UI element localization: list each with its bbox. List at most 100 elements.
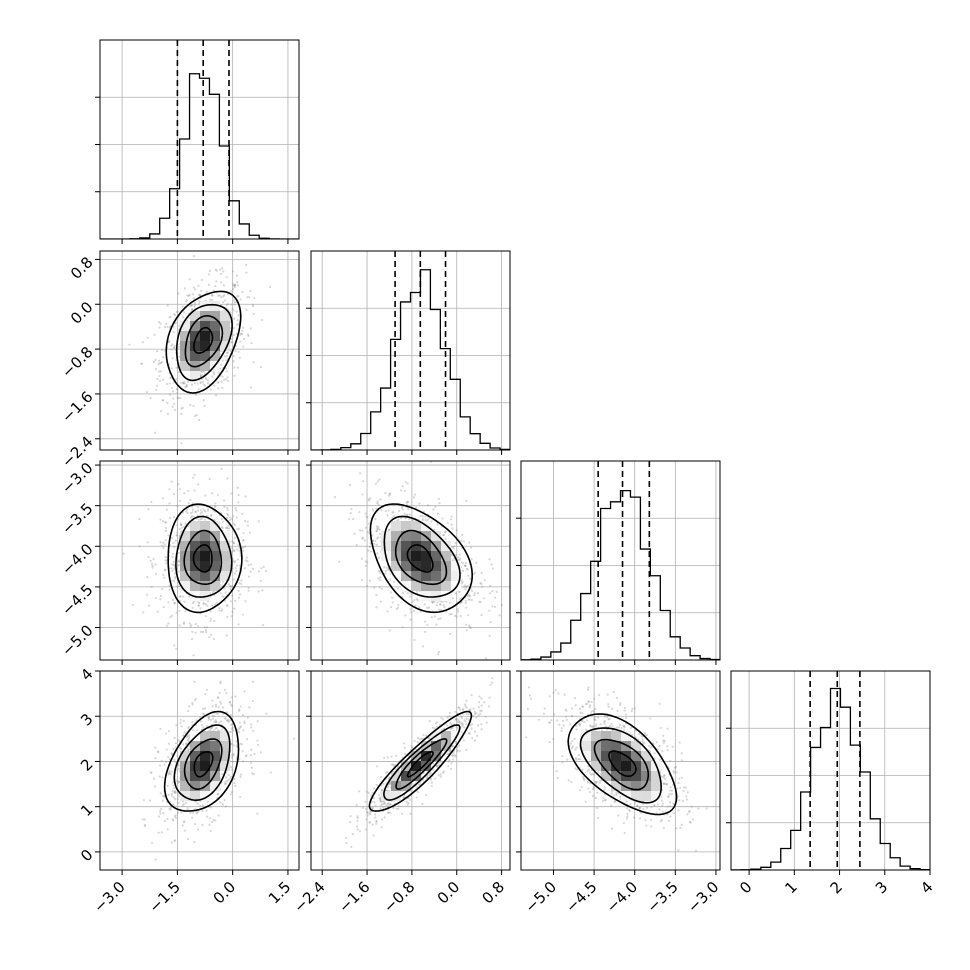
sample-point [222, 284, 226, 287]
sample-point [182, 734, 185, 737]
sample-point [220, 363, 223, 367]
sample-point [370, 794, 373, 797]
sample-point [236, 729, 239, 732]
sample-point [201, 510, 204, 514]
sample-point [249, 327, 252, 330]
sample-point [454, 718, 458, 722]
sample-point [434, 722, 438, 725]
density-cell [421, 541, 431, 551]
sample-point [214, 819, 217, 822]
sample-point [168, 488, 171, 491]
sample-point [428, 737, 431, 740]
sample-point [233, 572, 237, 575]
sample-point [211, 294, 214, 297]
sample-point [476, 591, 480, 595]
sample-point [375, 783, 378, 786]
sample-point [430, 616, 433, 619]
sample-point [387, 811, 390, 814]
sample-point [191, 721, 194, 724]
sample-point [383, 800, 386, 803]
sample-point [164, 559, 167, 562]
sample-point [413, 493, 417, 496]
density-cell [210, 581, 220, 591]
sample-point [213, 519, 216, 522]
sample-point [204, 614, 208, 618]
sample-point [213, 384, 216, 387]
sample-point [236, 486, 239, 489]
sample-point [458, 558, 461, 562]
sample-point [479, 709, 482, 712]
sample-point [199, 804, 202, 808]
sample-point [465, 699, 468, 702]
sample-point [344, 836, 348, 840]
sample-point [470, 589, 474, 592]
sample-point [468, 598, 471, 601]
density-cell [421, 561, 431, 571]
sample-point [372, 834, 375, 837]
density-cell [200, 361, 210, 371]
sample-point [177, 763, 180, 766]
sample-point [226, 376, 229, 379]
sample-point [465, 567, 468, 571]
sample-point [379, 797, 382, 800]
sample-point [688, 820, 691, 824]
sample-point [466, 568, 469, 571]
sample-point [168, 382, 171, 385]
sample-point [222, 580, 225, 583]
sample-point [259, 751, 262, 754]
sample-point [170, 567, 173, 570]
sample-point [217, 294, 220, 297]
y-tick-label: 3 [77, 710, 96, 729]
sample-point [231, 307, 234, 310]
sample-point [220, 467, 223, 470]
sample-point [242, 345, 245, 348]
sample-point [451, 726, 454, 730]
sample-point [379, 807, 382, 810]
sample-point [214, 703, 217, 706]
sample-point [154, 358, 157, 361]
sample-point [225, 276, 228, 279]
sample-point [468, 595, 471, 598]
sample-point [589, 724, 592, 727]
density-cell [190, 571, 200, 581]
sample-point [178, 584, 181, 588]
sample-point [212, 818, 215, 822]
sample-point [171, 569, 174, 572]
sample-point [173, 564, 176, 567]
sample-point [170, 480, 173, 483]
sample-point [172, 560, 175, 563]
sample-point [244, 600, 247, 603]
sample-point [379, 579, 382, 582]
density-cell [451, 571, 461, 581]
sample-point [379, 572, 382, 575]
panel-frame [99, 670, 300, 871]
sample-point [424, 630, 427, 634]
sample-point [226, 718, 229, 722]
sample-point [151, 566, 154, 569]
sample-point [442, 771, 445, 774]
sample-point [406, 513, 409, 517]
sample-point [465, 606, 468, 609]
sample-point [236, 564, 239, 567]
sample-point [230, 341, 234, 344]
sample-point [361, 493, 364, 496]
sample-point [365, 790, 368, 793]
sample-point [171, 752, 174, 756]
density-cell [180, 531, 190, 541]
sample-point [226, 514, 230, 517]
sample-point [221, 267, 224, 270]
sample-point [467, 598, 470, 601]
sample-point [162, 605, 165, 609]
sample-point [138, 518, 141, 521]
sample-point [365, 584, 368, 588]
sample-point [250, 563, 253, 566]
density-cell [190, 321, 200, 331]
sample-point [192, 476, 195, 479]
sample-point [448, 711, 452, 715]
density-cell [210, 541, 220, 551]
sample-point [221, 520, 224, 523]
y-tick-label: 0 [77, 846, 96, 865]
x-tick-label: −0.8 [380, 878, 418, 916]
density-cell [421, 741, 431, 751]
sample-point [373, 787, 376, 790]
